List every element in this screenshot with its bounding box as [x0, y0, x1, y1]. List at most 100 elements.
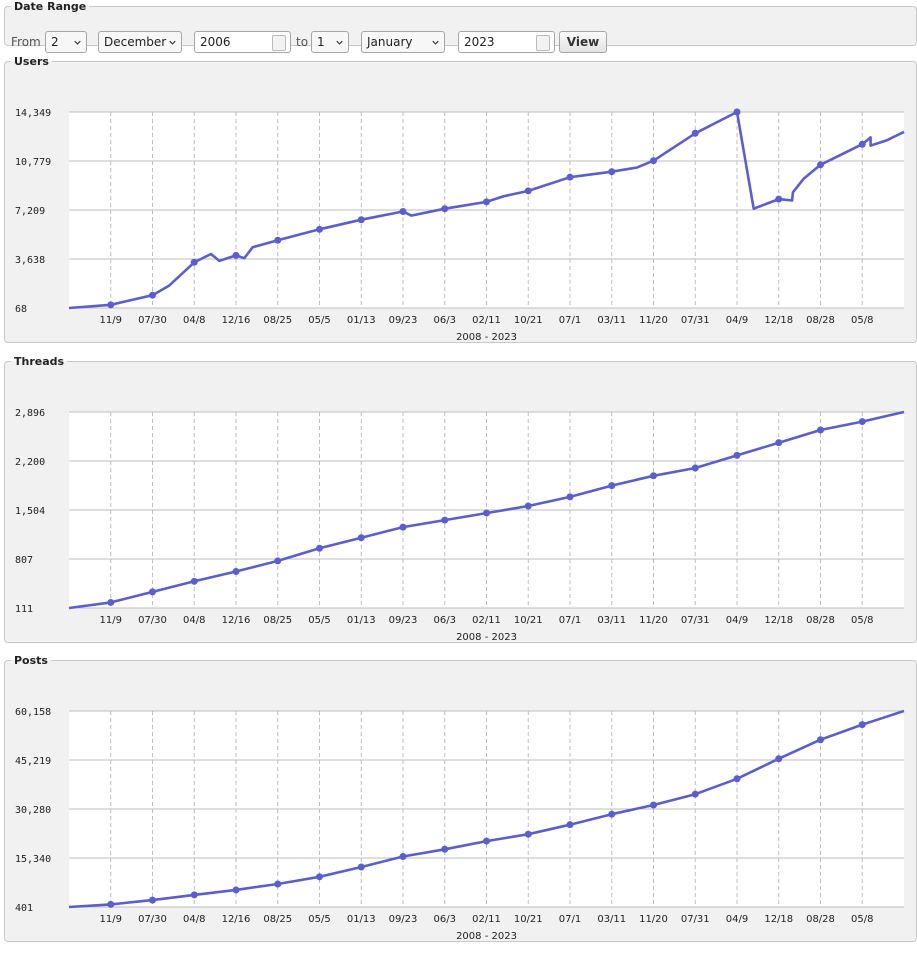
view-button[interactable]: View	[559, 31, 607, 53]
to-year-input[interactable]: 2023	[458, 31, 555, 53]
data-point	[608, 482, 616, 490]
x-tick-label: 01/13	[347, 315, 376, 326]
data-point	[232, 251, 240, 259]
y-tick-label: 45,219	[15, 756, 51, 767]
from-year-input[interactable]: 2006	[194, 31, 291, 53]
x-tick-label: 08/25	[263, 914, 292, 925]
data-point	[733, 451, 741, 459]
to-label: to	[296, 35, 309, 49]
x-tick-label: 07/1	[559, 914, 581, 925]
data-point	[524, 187, 532, 195]
data-point	[691, 129, 699, 137]
data-point	[274, 880, 282, 888]
from-day-select[interactable]: 2	[45, 31, 87, 53]
chevron-down-icon	[169, 40, 176, 45]
date-range-panel: Date Range From 2 December 2006 to 1 Jan…	[4, 0, 917, 53]
y-tick-label: 68	[15, 304, 27, 315]
y-tick-label: 3,638	[15, 255, 45, 266]
to-month-value: January	[367, 35, 413, 49]
stepper-icon[interactable]	[536, 35, 550, 51]
x-tick-label: 08/28	[806, 315, 835, 326]
data-point	[483, 509, 490, 517]
y-tick-label: 1,504	[15, 506, 45, 517]
data-point	[316, 544, 323, 552]
x-tick-label: 07/31	[681, 315, 710, 326]
y-tick-label: 7,209	[15, 206, 45, 217]
to-year-value: 2023	[464, 35, 495, 49]
x-tick-label: 12/18	[764, 914, 793, 925]
from-year-value: 2006	[200, 35, 231, 49]
data-point	[608, 810, 616, 818]
data-point	[107, 598, 115, 606]
data-point	[107, 301, 115, 309]
date-range-row: From 2 December 2006 to 1 January 2023 V…	[11, 31, 911, 55]
data-point	[399, 852, 407, 860]
data-point	[566, 493, 574, 501]
x-tick-label: 11/9	[100, 914, 122, 925]
data-point	[316, 873, 323, 881]
x-tick-label: 12/18	[764, 315, 793, 326]
data-point	[650, 801, 657, 809]
from-month-select[interactable]: December	[98, 31, 182, 53]
data-point	[775, 195, 783, 203]
x-tick-label: 09/23	[389, 315, 418, 326]
data-point	[399, 523, 407, 531]
data-point	[357, 534, 365, 542]
y-tick-label: 807	[15, 555, 33, 566]
x-tick-label: 08/25	[263, 315, 292, 326]
users-chart-panel: Users 14,349 10,779 7,209 3,638 68 11/9 07/30 0…	[4, 55, 917, 343]
data-point	[190, 891, 198, 899]
threads-chart-panel: Threads 2,896 2,200 1,504 807 111 11/9 07/30 04…	[4, 355, 917, 643]
x-tick-label: 07/31	[681, 615, 710, 626]
y-tick-label: 401	[15, 903, 33, 914]
chevron-down-icon	[74, 40, 81, 45]
data-point	[149, 896, 156, 904]
data-point	[858, 721, 866, 729]
x-tick-label: 03/11	[597, 315, 626, 326]
from-day-value: 2	[51, 35, 59, 49]
x-tick-label: 07/31	[681, 914, 710, 925]
threads-chart-title: Threads	[14, 355, 65, 368]
x-tick-label: 07/30	[138, 315, 167, 326]
x-tick-label: 10/21	[514, 315, 543, 326]
x-tick-label: 05/5	[308, 315, 330, 326]
x-tick-label: 02/11	[472, 315, 501, 326]
stepper-icon[interactable]	[272, 35, 286, 51]
from-label: From	[11, 35, 41, 49]
x-tick-label: 11/20	[639, 315, 668, 326]
data-point	[524, 830, 532, 838]
x-tick-label: 06/3	[434, 615, 456, 626]
threads-chart: 2,896 2,200 1,504 807 111 11/9 07/30 04/8 12/16 0…	[15, 408, 905, 643]
y-tick-label: 2,896	[15, 408, 45, 419]
date-range-legend: Date Range	[14, 0, 87, 13]
data-point	[441, 845, 449, 853]
data-point	[316, 225, 323, 233]
data-point	[566, 821, 574, 829]
x-tick-label: 12/16	[222, 615, 251, 626]
x-tick-label: 05/5	[308, 615, 330, 626]
data-point	[775, 755, 783, 763]
x-tick-label: 11/20	[639, 615, 668, 626]
data-point	[691, 464, 699, 472]
data-point	[817, 736, 824, 744]
x-tick-label: 05/8	[851, 914, 873, 925]
chevron-down-icon	[336, 40, 343, 45]
x-tick-label: 01/13	[347, 914, 376, 925]
x-tick-label: 05/5	[308, 914, 330, 925]
data-point	[441, 205, 449, 213]
y-tick-label: 60,158	[15, 707, 51, 718]
to-day-select[interactable]: 1	[311, 31, 349, 53]
data-point	[608, 168, 616, 176]
data-point	[650, 157, 657, 165]
posts-chart: 60,158 45,219 30,280 15,340 401 11/9 07/30 04/8…	[15, 707, 905, 942]
y-tick-label: 15,340	[15, 854, 51, 865]
x-tick-label: 05/8	[851, 615, 873, 626]
data-point	[691, 790, 699, 798]
x-tick-label: 04/9	[726, 615, 748, 626]
posts-chart-panel: Posts 60,158 45,219 30,280 15,340 401 11/9 07/…	[4, 654, 917, 942]
x-tick-label: 10/21	[514, 615, 543, 626]
x-tick-label: 01/13	[347, 615, 376, 626]
x-tick-label: 05/8	[851, 315, 873, 326]
x-tick-label: 07/30	[138, 615, 167, 626]
to-month-select[interactable]: January	[361, 31, 445, 53]
